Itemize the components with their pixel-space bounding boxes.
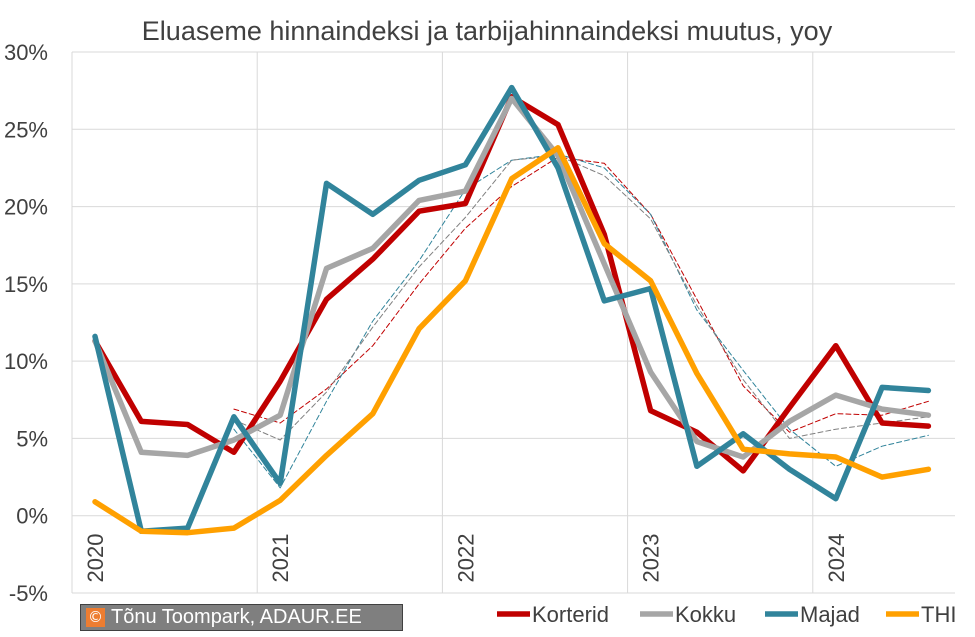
chart-title: Eluaseme hinnaindeksi ja tarbijahinnaind… — [142, 16, 833, 46]
y-tick-label: 15% — [4, 272, 48, 297]
x-tick-label: 2023 — [639, 534, 664, 583]
legend-label-majad: Majad — [800, 602, 860, 627]
x-tick-label: 2022 — [453, 534, 478, 583]
legend: Korterid Kokku Majad THI — [497, 602, 956, 627]
y-tick-label: -5% — [9, 581, 48, 606]
series-group — [92, 84, 932, 536]
y-tick-label: 5% — [16, 426, 48, 451]
x-tick-label: 2021 — [268, 534, 293, 583]
y-tick-label: 20% — [4, 195, 48, 220]
copyright-icon: © — [86, 608, 105, 627]
legend-label-thi: THI — [921, 602, 956, 627]
y-tick-label: 0% — [16, 504, 48, 529]
x-tick-label: 2024 — [824, 534, 849, 583]
series-line-majad — [92, 84, 932, 534]
series-line-thi — [92, 145, 932, 536]
y-tick-label: 25% — [4, 117, 48, 142]
series-line-dashed-4 — [233, 156, 929, 433]
series-line-dashed-6 — [233, 155, 929, 441]
credit-box: © Tõnu Toompark, ADAUR.EE — [80, 604, 403, 631]
grid — [71, 51, 955, 594]
legend-label-kokku: Kokku — [675, 602, 736, 627]
x-axis-ticks: 2020 2021 2022 2023 2024 — [83, 534, 849, 583]
y-axis-ticks: -5% 0% 5% 10% 15% 20% 25% 30% — [4, 40, 48, 606]
credit-text: Tõnu Toompark, ADAUR.EE — [111, 606, 362, 628]
series-line-dashed-5 — [233, 153, 929, 489]
legend-label-korterid: Korterid — [532, 602, 609, 627]
y-tick-label: 10% — [4, 349, 48, 374]
x-tick-label: 2020 — [83, 534, 108, 583]
y-tick-label: 30% — [4, 40, 48, 65]
series-line-kokku — [92, 95, 932, 460]
